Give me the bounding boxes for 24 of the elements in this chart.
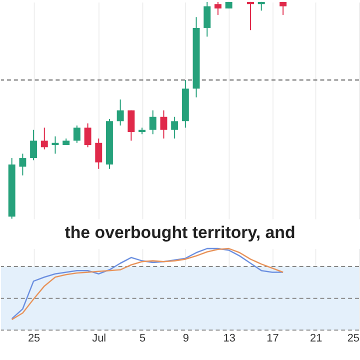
candlestick (214, 1, 222, 16)
candlestick (247, 1, 254, 31)
candlestick (40, 127, 48, 150)
candlestick (116, 99, 124, 126)
candlestick (204, 1, 211, 38)
x-tick-label: 21 (310, 332, 322, 345)
candlestick (280, 1, 287, 16)
candlestick (19, 153, 26, 176)
x-tick-label: 25 (347, 332, 360, 345)
x-tick-label: Jul (92, 332, 106, 345)
x-tick-label: 25 (28, 332, 40, 345)
x-tick-label: 9 (182, 332, 189, 345)
candlestick (30, 129, 38, 161)
x-tick-label: 17 (266, 332, 279, 345)
candlestick (73, 125, 80, 144)
candlestick (84, 122, 92, 148)
candlestick (149, 110, 156, 135)
x-tick-label: 13 (223, 332, 236, 345)
candlestick (160, 110, 168, 140)
chart-title: the overbought territory, and (64, 222, 296, 242)
candlestick (171, 116, 178, 140)
candlestick (128, 110, 135, 142)
x-tick-label: 5 (139, 332, 146, 345)
candlestick (95, 138, 102, 170)
